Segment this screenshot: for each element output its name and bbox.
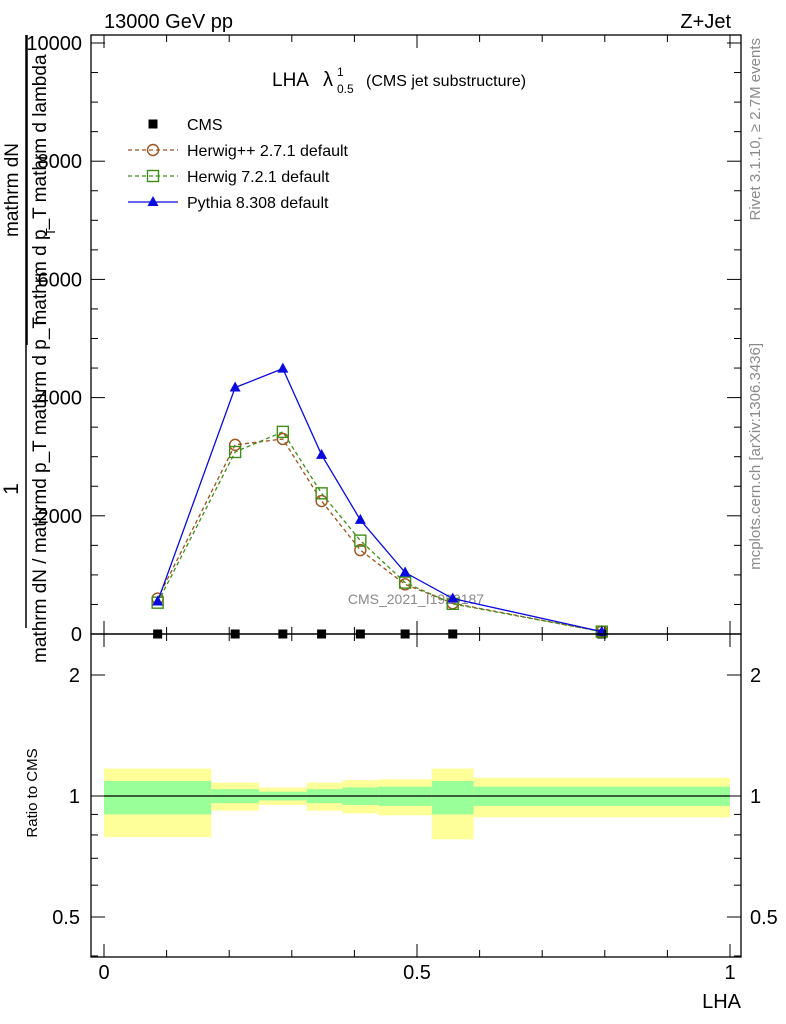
series-3-point-1: [229, 381, 241, 392]
axes: 0 0.5 1 0 2000 4000 6000 8000 10000 0.5 0.5 1 1 2 2: [26, 33, 777, 984]
x-tick-label-1: 0.5: [403, 962, 431, 984]
y-ratio-tick-label-left-0: 0.5: [52, 907, 80, 929]
y-ratio-tick-label-right-1: 1: [750, 786, 761, 808]
legend: CMS Herwig++ 2.7.1 default Herwig 7.2.1 de…: [128, 117, 349, 212]
series-3-point-6: [447, 592, 459, 603]
ylabel-subscript-t: T: [43, 228, 58, 236]
series-3-point-4: [354, 513, 366, 524]
ylabel-denominator: mathrm dN / mathrmd p_T mathrm d p_T: [30, 317, 51, 663]
y-ratio-tick-label-left-1: 1: [69, 786, 80, 808]
legend-marker-3: [147, 196, 159, 206]
ratio-inner-band-0: [104, 780, 212, 815]
legend-entry-3: Pythia 8.308 default: [128, 195, 329, 212]
legend-label-1: Herwig++ 2.7.1 default: [187, 143, 349, 160]
legend-entry-1: Herwig++ 2.7.1 default: [128, 143, 349, 160]
process-label: Z+Jet: [680, 11, 731, 33]
series-3-point-0: [152, 595, 164, 606]
mcplots-label: mcplots.cern.ch [arXiv:1306.3436]: [747, 343, 764, 570]
series-2-point-4: [354, 534, 367, 547]
legend-label-2: Herwig 7.2.1 default: [187, 169, 330, 186]
series-2-point-2: [276, 425, 290, 439]
series-line-3: [157, 367, 602, 633]
series-3: [152, 362, 608, 636]
y-ratio-tick-label-right-2: 2: [750, 665, 761, 687]
ratio-ylabel: Ratio to CMS: [24, 748, 41, 837]
series-2-point-5: [398, 576, 412, 589]
legend-marker-2: [146, 169, 160, 183]
x-axis-label: LHA: [702, 991, 742, 1013]
series-line-1: [157, 438, 602, 633]
series-1-point-3: [315, 494, 328, 508]
analysis-watermark: CMS_2021_I1920187: [348, 591, 484, 607]
ylabel-fraction-top: mathrm dN: [2, 143, 23, 237]
energy-label: 13000 GeV pp: [104, 11, 233, 33]
title-symbol: λ: [323, 69, 333, 91]
series-1-point-2: [276, 432, 290, 446]
series-3-point-2: [277, 362, 289, 373]
series-2-point-1: [228, 445, 242, 459]
series-1-point-1: [228, 438, 242, 452]
ratio-bands: [104, 768, 730, 840]
legend-marker-0: [148, 119, 158, 129]
y-main-tick-label-2: 4000: [38, 388, 83, 410]
y-ratio-tick-label-right-0: 0.5: [750, 907, 778, 929]
series-3-point-3: [316, 448, 328, 459]
ylabel-numerator: 1: [0, 483, 23, 495]
y-main-tick-label-4: 8000: [38, 151, 83, 173]
y-main-tick-label-3: 6000: [38, 269, 83, 291]
title-subscript: 0.5: [337, 82, 354, 96]
series-line-2: [157, 431, 602, 633]
series-3-point-5: [399, 566, 411, 577]
legend-entry-0: CMS: [148, 117, 223, 134]
legend-marker-1: [146, 143, 160, 157]
title-text: LHA: [272, 70, 309, 91]
y-ratio-tick-label-left-2: 2: [69, 665, 80, 687]
legend-label-0: CMS: [187, 117, 223, 134]
ratio-inner-band-6: [431, 780, 474, 815]
x-tick-label-0: 0: [98, 962, 109, 984]
series-1-point-4: [354, 543, 367, 557]
main-ylabel: 1 mathrm dN mathrm d p_T mathrm d lambda…: [0, 35, 58, 663]
rivet-label: Rivet 3.1.10, ≥ 2.7M events: [747, 38, 764, 221]
ylabel-fraction-bottom: mathrm d p_T mathrm d lambda: [30, 54, 51, 325]
title-note: (CMS jet substructure): [366, 73, 526, 90]
plot-title: LHA λ 1 0.5 (CMS jet substructure): [272, 65, 526, 96]
y-main-tick-label-5: 10000: [26, 33, 82, 55]
series-2-point-3: [315, 487, 328, 500]
legend-label-3: Pythia 8.308 default: [187, 195, 329, 212]
y-main-tick-label-0: 0: [71, 624, 82, 646]
legend-entry-2: Herwig 7.2.1 default: [128, 169, 330, 186]
title-superscript: 1: [337, 65, 344, 79]
x-tick-label-2: 1: [724, 962, 735, 984]
y-main-tick-label-1: 2000: [38, 506, 83, 528]
